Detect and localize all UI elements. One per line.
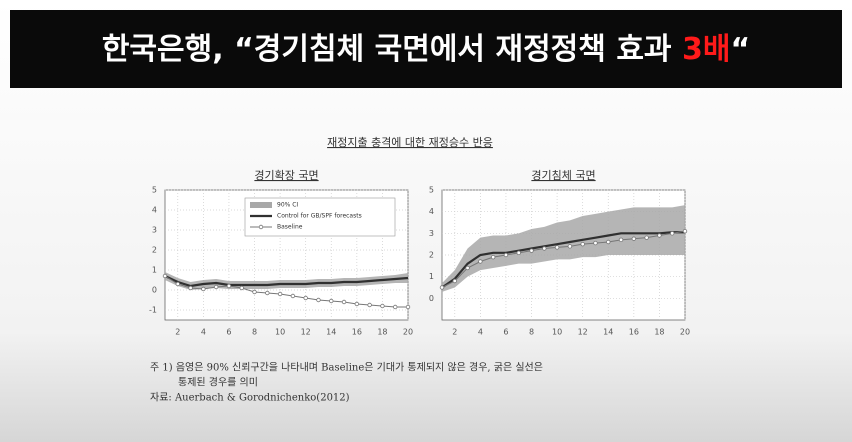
x-tick-label: 8 <box>529 328 534 337</box>
point <box>452 278 457 284</box>
point <box>465 265 470 271</box>
figure-title: 재정지출 충격에 대한 재정승수 반응 <box>327 136 493 149</box>
x-tick-label: 14 <box>603 328 613 337</box>
point <box>478 259 483 264</box>
y-tick-label: 2 <box>429 251 434 260</box>
y-tick-label: 0 <box>429 294 434 303</box>
point <box>265 290 270 296</box>
point <box>277 291 283 297</box>
x-tick-label: 18 <box>377 328 387 337</box>
point <box>644 235 649 240</box>
x-tick-label: 12 <box>301 328 311 337</box>
point <box>162 273 168 279</box>
point <box>367 302 372 308</box>
y-tick-label: 4 <box>152 206 157 215</box>
y-tick-label: 1 <box>152 266 157 275</box>
point <box>175 281 180 287</box>
point <box>631 236 637 241</box>
x-tick-label: 14 <box>326 328 336 337</box>
point <box>516 250 521 256</box>
point <box>606 239 611 245</box>
x-tick-label: 8 <box>252 328 257 337</box>
note: 주 1) 음영은 90% 신뢰구간을 나타내며 Baseline은 기대가 통제… <box>150 361 543 374</box>
point <box>329 298 334 304</box>
point <box>188 285 193 291</box>
note: 통제된 경우를 의미 <box>178 376 258 389</box>
point <box>670 231 675 236</box>
x-tick-label: 2 <box>452 328 457 337</box>
x-tick-label: 10 <box>552 328 562 337</box>
point <box>252 289 257 295</box>
headline-bar <box>10 10 842 88</box>
point <box>354 301 360 307</box>
point <box>201 286 206 292</box>
y-tick-label: 3 <box>429 229 434 238</box>
x-tick-label: 4 <box>201 328 206 337</box>
point <box>239 285 244 291</box>
headline-text: 한국은행, “경기침체 국면에서 재정정책 효과 <box>102 32 682 67</box>
headline: 한국은행, “경기침체 국면에서 재정정책 효과 3배“ <box>102 32 750 67</box>
x-tick-label: 2 <box>175 328 180 337</box>
legend-swatch <box>258 224 264 230</box>
x-tick-label: 6 <box>503 328 508 337</box>
series-line <box>441 231 685 289</box>
point <box>393 304 398 310</box>
point <box>226 283 232 289</box>
point <box>503 252 509 258</box>
x-tick-label: 20 <box>403 328 413 337</box>
point <box>567 244 573 249</box>
point <box>303 295 308 301</box>
legend-swatch <box>250 202 272 208</box>
point <box>657 233 662 238</box>
chart-title: 경기확장 국면 <box>254 169 318 182</box>
point <box>618 237 624 243</box>
headline-highlight: 3배 <box>682 32 730 67</box>
x-tick-label: 20 <box>680 328 690 337</box>
y-tick-label: 5 <box>152 186 157 195</box>
point <box>341 299 347 305</box>
point <box>405 304 411 310</box>
y-tick-label: 1 <box>429 272 434 281</box>
point <box>316 297 321 303</box>
legend-label: Baseline <box>277 224 303 231</box>
point <box>439 285 445 290</box>
source: 자료: Auerbach & Gorodnichenko(2012) <box>150 392 350 404</box>
point <box>490 254 496 260</box>
series-line <box>164 275 409 288</box>
chart-title: 경기침체 국면 <box>531 169 595 182</box>
point <box>580 241 585 247</box>
x-tick-label: 10 <box>275 328 285 337</box>
point <box>593 240 598 246</box>
point <box>554 245 560 250</box>
x-tick-label: 4 <box>478 328 483 337</box>
point <box>542 246 547 251</box>
y-tick-label: 5 <box>429 186 434 195</box>
y-tick-label: -1 <box>149 306 157 315</box>
legend-label: Control for GB/SPF forecasts <box>277 213 362 220</box>
point <box>213 284 219 290</box>
x-tick-label: 12 <box>578 328 588 337</box>
point <box>529 248 534 253</box>
x-tick-label: 16 <box>629 328 639 337</box>
y-tick-label: 2 <box>152 246 157 255</box>
x-tick-label: 6 <box>226 328 231 337</box>
headline-closing: “ <box>730 32 750 67</box>
point <box>290 293 296 299</box>
legend-label: 90% CI <box>277 202 298 209</box>
y-tick-label: 4 <box>429 207 434 216</box>
y-tick-label: 3 <box>152 226 157 235</box>
point <box>380 303 385 309</box>
x-tick-label: 16 <box>352 328 362 337</box>
confidence-band <box>442 205 685 292</box>
point <box>682 228 688 234</box>
y-tick-label: 0 <box>152 286 157 295</box>
x-tick-label: 18 <box>654 328 664 337</box>
